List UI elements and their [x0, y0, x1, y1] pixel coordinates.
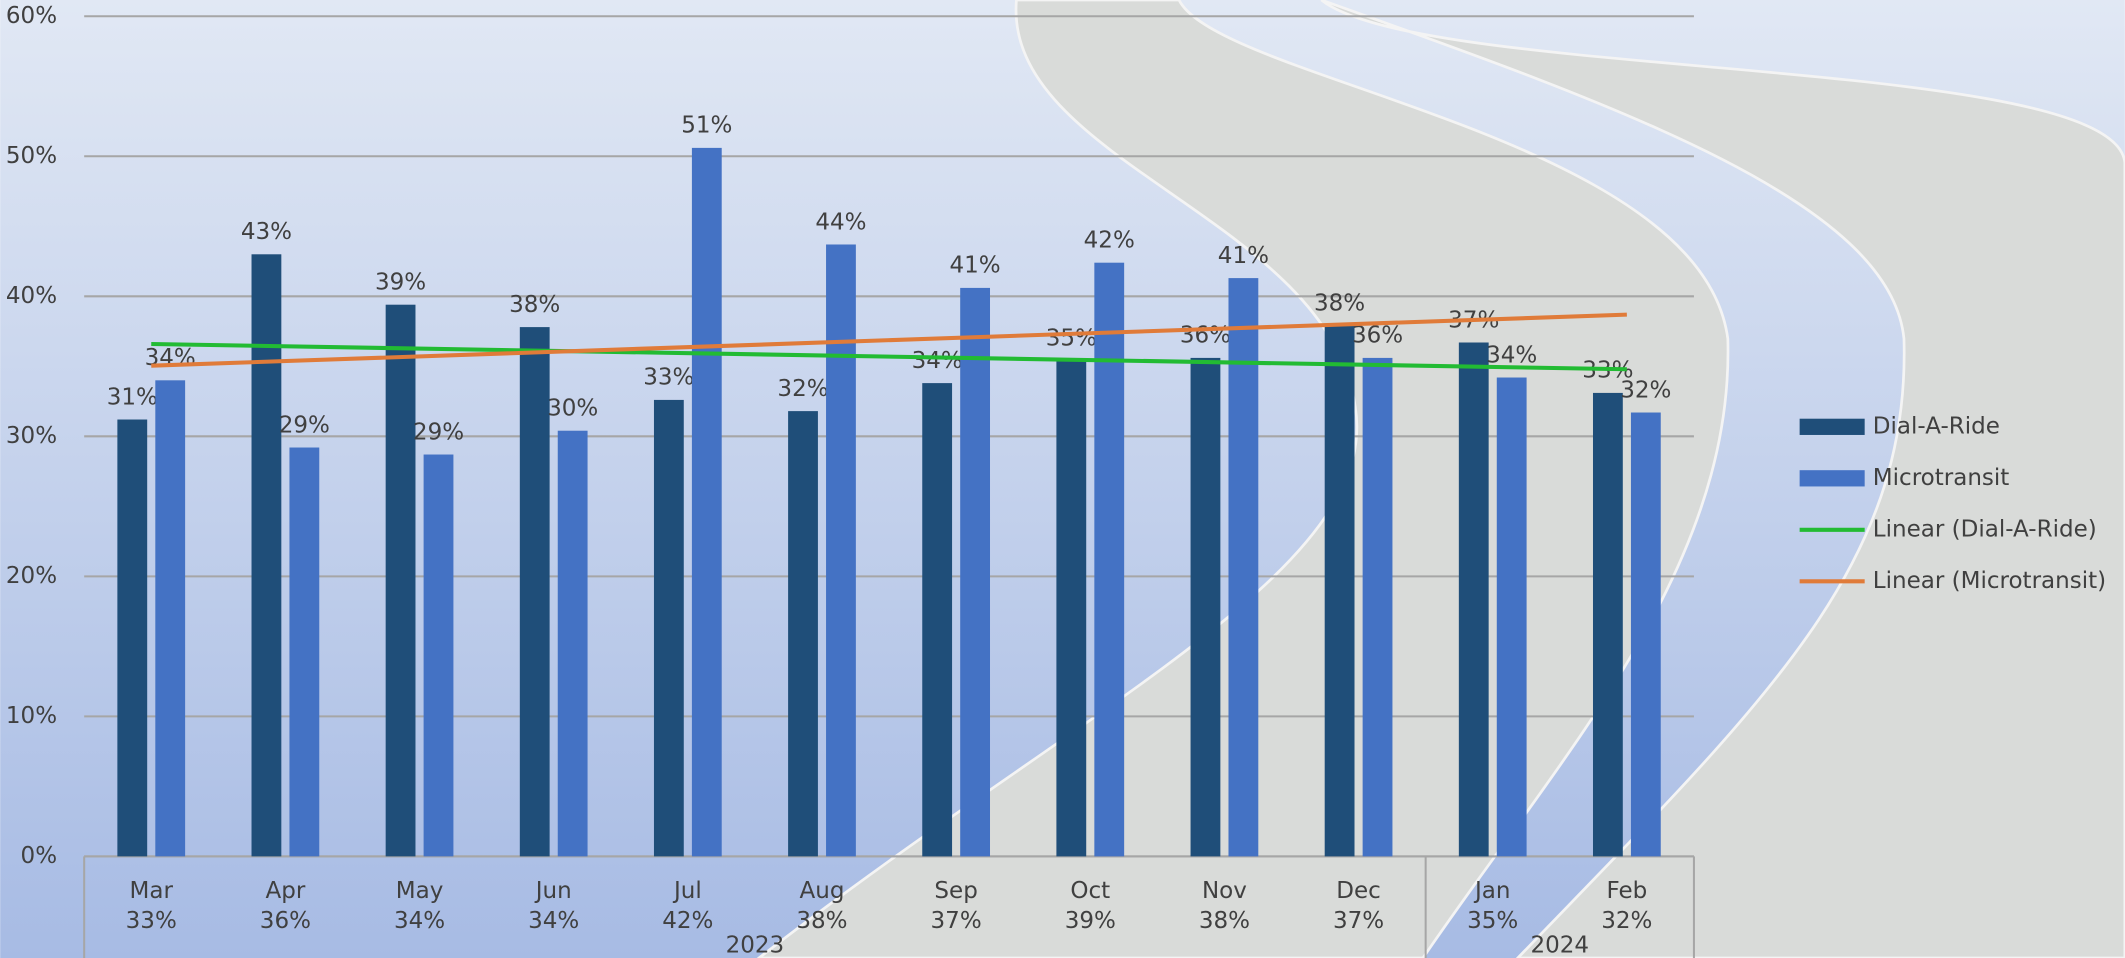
x-tick-label: Nov: [1202, 878, 1247, 904]
data-label: 43%: [241, 219, 292, 245]
x-tick-sublabel: 37%: [1333, 908, 1384, 934]
plot-area: 0% 10% 20% 30% 40% 50% 60% 2023 2024 Mar 33% Apr 36%…: [6, 3, 2106, 958]
bar: [423, 454, 454, 857]
bar: [788, 411, 818, 857]
y-tick-label: 10%: [6, 703, 57, 729]
bar: [1056, 360, 1087, 857]
x-tick-label: May: [396, 878, 444, 904]
data-label: 35%: [1046, 326, 1097, 352]
bar: [1094, 262, 1125, 857]
x-tick-sublabel: 33%: [126, 908, 177, 934]
y-tick-label: 50%: [6, 143, 57, 169]
x-tick-sublabel: 37%: [931, 908, 982, 934]
bar: [826, 244, 856, 857]
data-label: 34%: [1486, 342, 1537, 368]
x-tick-label: Oct: [1070, 878, 1110, 904]
data-label: 41%: [1218, 243, 1269, 269]
x-tick-sublabel: 39%: [1065, 908, 1116, 934]
trend-line: [151, 312, 1627, 368]
legend-label: Microtransit: [1873, 465, 2010, 491]
data-label: 31%: [107, 384, 158, 410]
data-label: 34%: [912, 348, 963, 374]
x-tick-label: Jan: [1473, 878, 1510, 904]
legend-label: Linear (Microtransit): [1873, 568, 2106, 594]
swoosh: [1320, 0, 2125, 958]
x-tick-sublabel: 35%: [1467, 908, 1518, 934]
x-tick-sublabel: 38%: [796, 908, 847, 934]
bar: [251, 254, 282, 857]
x-tick-sublabel: 34%: [394, 908, 445, 934]
bar: [117, 419, 148, 857]
data-label: 44%: [815, 209, 866, 235]
x-tick-label: Dec: [1336, 878, 1381, 904]
y-tick-label: 30%: [6, 423, 57, 449]
y-tick-label: 0%: [21, 843, 58, 869]
y-tick-label: 40%: [6, 283, 57, 309]
x-tick-sublabel: 36%: [260, 908, 311, 934]
bar: [960, 287, 991, 857]
bar: [1592, 392, 1623, 857]
bar: [1228, 278, 1259, 857]
bar: [557, 430, 588, 857]
legend-label: Linear (Dial-A-Ride): [1873, 516, 2097, 542]
bar: [1630, 412, 1661, 857]
x-tick-sublabel: 42%: [662, 908, 713, 934]
x-tick-label: Sep: [934, 878, 977, 904]
data-label: 51%: [681, 113, 732, 139]
bar: [289, 447, 320, 857]
data-label: 29%: [279, 412, 330, 438]
bar: [691, 147, 722, 857]
bar: [1496, 377, 1527, 857]
x-tick-label: Aug: [800, 878, 845, 904]
data-label: 38%: [1314, 291, 1365, 317]
data-label: 42%: [1084, 228, 1135, 254]
bar: [1190, 357, 1221, 857]
data-label: 39%: [375, 270, 426, 296]
data-label: 29%: [413, 419, 464, 445]
x-tick-sublabel: 34%: [528, 908, 579, 934]
bar: [922, 383, 953, 857]
legend-label: Dial-A-Ride: [1873, 413, 2000, 439]
group-label: 2023: [726, 932, 785, 958]
bar: [1458, 342, 1489, 857]
trend-line: [151, 341, 1627, 372]
group-label: 2024: [1531, 932, 1590, 958]
bar: [155, 380, 186, 857]
bar: [653, 399, 684, 857]
data-label: 38%: [509, 292, 560, 318]
legend-swatch: [1799, 418, 1865, 435]
x-tick-label: Feb: [1606, 878, 1647, 904]
bar: [519, 327, 550, 857]
data-label: 32%: [1620, 377, 1671, 403]
data-label: 36%: [1352, 323, 1403, 349]
x-tick-sublabel: 38%: [1199, 908, 1250, 934]
bar: [385, 304, 416, 857]
legend-swatch: [1799, 470, 1865, 487]
data-label: 30%: [547, 396, 598, 422]
data-label: 32%: [777, 376, 828, 402]
bar: [1362, 357, 1393, 857]
x-tick-label: Apr: [265, 878, 305, 904]
x-tick-sublabel: 32%: [1601, 908, 1652, 934]
data-label: 41%: [950, 253, 1001, 279]
x-tick-label: Jul: [672, 878, 702, 904]
y-tick-label: 60%: [6, 3, 57, 29]
x-tick-label: Jun: [534, 878, 572, 904]
x-tick-label: Mar: [130, 878, 174, 904]
bar: [1324, 325, 1355, 857]
data-label: 33%: [643, 365, 694, 391]
y-tick-label: 20%: [6, 563, 57, 589]
